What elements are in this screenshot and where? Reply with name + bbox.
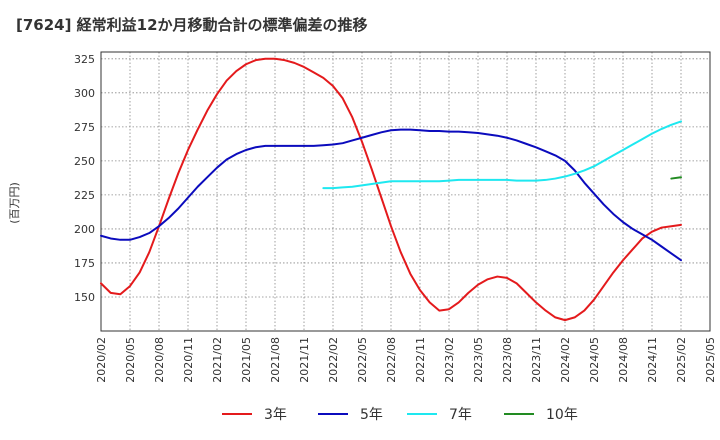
x-tick-label: 2023/11 xyxy=(530,337,543,383)
x-tick-label: 2024/05 xyxy=(588,337,601,383)
x-tick-label: 2024/08 xyxy=(617,337,630,383)
y-tick-label: 200 xyxy=(74,223,95,236)
plot-frame xyxy=(100,51,711,332)
y-tick-label: 300 xyxy=(74,87,95,100)
legend-item-3: 10年 xyxy=(504,407,578,423)
legend: 3年 5年 7年 10年 xyxy=(222,407,578,423)
x-tick-label: 2021/08 xyxy=(269,337,282,383)
y-tick-label: 275 xyxy=(74,121,95,134)
x-tick-label: 2021/11 xyxy=(298,337,311,383)
x-tick-label: 2022/11 xyxy=(414,337,427,383)
x-tick-label: 2020/05 xyxy=(124,337,137,383)
legend-label: 3年 xyxy=(264,407,287,423)
legend-label: 5年 xyxy=(360,407,383,423)
x-tick-label: 2025/02 xyxy=(675,337,688,383)
x-tick-label: 2021/05 xyxy=(240,337,253,383)
y-tick-label: 325 xyxy=(74,53,95,66)
y-tick-label: 225 xyxy=(74,189,95,202)
legend-item-2: 7年 xyxy=(407,407,472,423)
x-tick-label: 2020/02 xyxy=(95,337,108,383)
legend-label: 7年 xyxy=(449,407,472,423)
series-line-2 xyxy=(322,120,682,190)
x-tick-label: 2022/08 xyxy=(385,337,398,383)
x-tick-label: 2024/11 xyxy=(646,337,659,383)
x-tick-label: 2023/08 xyxy=(501,337,514,383)
x-tick-label: 2020/08 xyxy=(153,337,166,383)
legend-item-0: 3年 xyxy=(222,407,287,423)
series-lines xyxy=(100,57,682,322)
x-axis-ticks: 2020/02 2020/05 2020/08 2020/11 2021/02 2021/… xyxy=(95,337,717,383)
y-axis-ticks: 150 175 200 225 250 275 300 325 xyxy=(74,53,95,304)
x-tick-label: 2022/05 xyxy=(356,337,369,383)
x-tick-label: 2023/02 xyxy=(443,337,456,383)
y-tick-label: 250 xyxy=(74,155,95,168)
y-tick-label: 175 xyxy=(74,257,95,270)
series-line-3 xyxy=(670,176,682,180)
series-line-0 xyxy=(100,57,682,322)
x-tick-label: 2021/02 xyxy=(211,337,224,383)
legend-label: 10年 xyxy=(546,407,578,423)
series-line-1 xyxy=(100,128,682,262)
x-tick-label: 2020/11 xyxy=(182,337,195,383)
legend-item-1: 5年 xyxy=(318,407,383,423)
x-tick-label: 2022/02 xyxy=(327,337,340,383)
y-tick-label: 150 xyxy=(74,291,95,304)
chart-title: [7624] 経常利益12か月移動合計の標準偏差の推移 xyxy=(16,16,368,34)
x-tick-label: 2025/05 xyxy=(704,337,717,383)
y-axis-label: (百万円) xyxy=(8,182,21,224)
x-tick-label: 2024/02 xyxy=(559,337,572,383)
x-tick-label: 2023/05 xyxy=(472,337,485,383)
